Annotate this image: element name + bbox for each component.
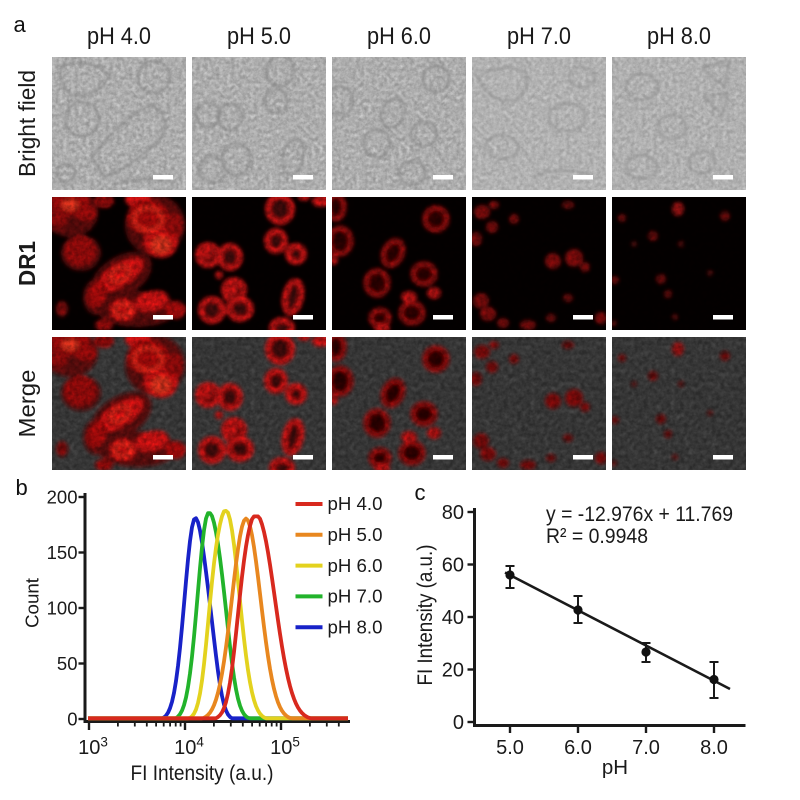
svg-text:pH 5.0: pH 5.0 — [328, 525, 383, 545]
svg-text:40: 40 — [442, 607, 464, 629]
svg-text:pH 4.0: pH 4.0 — [87, 23, 151, 50]
svg-text:Merge: Merge — [14, 370, 40, 438]
svg-text:DR1: DR1 — [14, 241, 40, 286]
svg-text:100: 100 — [47, 598, 78, 619]
svg-text:pH 6.0: pH 6.0 — [367, 23, 431, 50]
svg-text:pH 5.0: pH 5.0 — [227, 23, 291, 50]
svg-text:pH 7.0: pH 7.0 — [328, 587, 383, 607]
svg-text:6.0: 6.0 — [564, 737, 592, 759]
svg-text:y = -12.976x + 11.769: y = -12.976x + 11.769 — [546, 503, 733, 526]
svg-text:0: 0 — [453, 712, 464, 734]
svg-text:5.0: 5.0 — [496, 737, 524, 759]
svg-text:pH 6.0: pH 6.0 — [328, 556, 383, 576]
svg-text:pH 7.0: pH 7.0 — [507, 23, 571, 50]
svg-text:0: 0 — [67, 709, 77, 730]
svg-text:Bright field: Bright field — [14, 70, 40, 177]
svg-text:200: 200 — [47, 487, 78, 508]
svg-text:FI Intensity (a.u.): FI Intensity (a.u.) — [131, 761, 274, 785]
svg-text:Count: Count — [22, 578, 43, 628]
svg-text:50: 50 — [57, 653, 78, 674]
svg-text:105: 105 — [270, 735, 300, 760]
svg-text:a: a — [14, 12, 27, 37]
svg-text:R² = 0.9948: R² = 0.9948 — [546, 525, 648, 548]
svg-text:7.0: 7.0 — [632, 737, 660, 759]
svg-text:pH: pH — [602, 756, 628, 779]
svg-text:pH 8.0: pH 8.0 — [647, 23, 711, 50]
svg-text:c: c — [415, 480, 426, 505]
svg-text:80: 80 — [442, 502, 464, 524]
svg-text:150: 150 — [47, 542, 78, 563]
svg-text:pH 4.0: pH 4.0 — [328, 494, 383, 514]
svg-text:b: b — [16, 475, 28, 500]
svg-text:20: 20 — [442, 660, 464, 682]
svg-text:8.0: 8.0 — [700, 737, 728, 759]
svg-text:FI Intensity (a.u.): FI Intensity (a.u.) — [413, 545, 437, 686]
svg-text:60: 60 — [442, 555, 464, 577]
svg-text:pH 8.0: pH 8.0 — [328, 617, 383, 637]
